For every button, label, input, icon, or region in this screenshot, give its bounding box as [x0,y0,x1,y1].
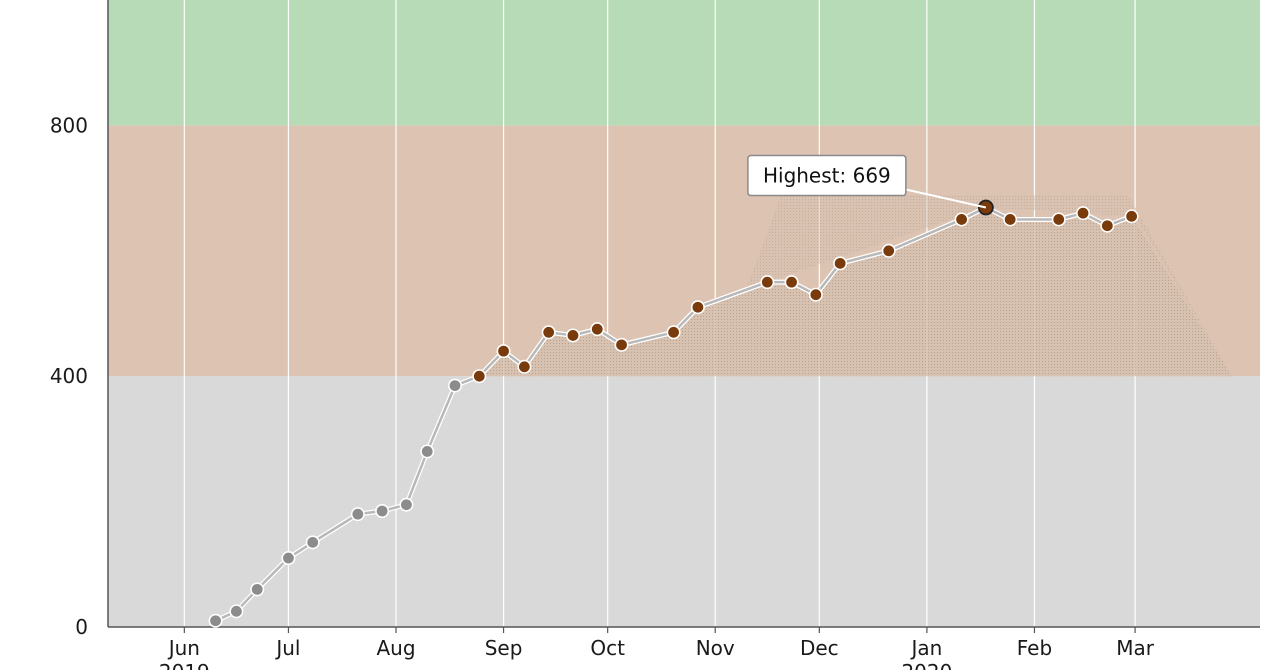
data-point-8[interactable] [420,444,435,459]
y-tick-label-0: 0 [75,615,88,639]
data-point-24[interactable] [954,212,969,227]
data-point-27[interactable] [1051,212,1066,227]
data-point-16[interactable] [614,337,629,352]
data-point-14[interactable] [565,328,580,343]
data-point-1[interactable] [229,604,244,619]
data-point-2[interactable] [250,582,265,597]
data-point-0[interactable] [208,613,223,628]
data-point-5[interactable] [350,507,365,522]
data-point-9[interactable] [447,378,462,393]
data-point-18[interactable] [690,300,705,315]
x-tick-label-6: Dec [800,636,839,660]
data-point-26[interactable] [1003,212,1018,227]
data-point-29[interactable] [1100,218,1115,233]
y-tick-label-2: 800 [50,113,88,137]
data-point-28[interactable] [1076,206,1091,221]
data-point-30[interactable] [1124,209,1139,224]
data-point-6[interactable] [375,504,390,519]
data-point-13[interactable] [541,325,556,340]
y-axis-tick-labels: 0 400 800 [50,113,88,639]
data-point-21[interactable] [808,287,823,302]
x-tick-label-8: Feb [1017,636,1052,660]
x-axis-tick-labels: Jun2019 Jul Aug Sep Oct Nov Dec Jan2020 Feb Mar [159,636,1155,670]
tooltip-connector [905,188,987,209]
x-tick-label-3: Sep [485,636,523,660]
data-point-11[interactable] [496,344,511,359]
x-tick-label-2: Aug [376,636,415,660]
axes [107,0,1260,633]
x-tick-sublabel-0: 2019 [159,660,210,670]
area-under-line [469,207,1232,377]
data-point-7[interactable] [399,497,414,512]
x-tick-label-4: Oct [590,636,625,660]
data-point-22[interactable] [833,256,848,271]
data-points [208,199,1139,628]
x-tick-label-7: Jan [909,636,942,660]
data-point-17[interactable] [666,325,681,340]
data-point-20[interactable] [784,275,799,290]
x-tick-label-0: Jun [167,636,200,660]
tooltip-box [747,154,907,197]
data-point-4[interactable] [305,535,320,550]
shaded-area [469,195,1232,377]
x-tick-sublabel-7: 2020 [901,660,952,670]
data-point-15[interactable] [590,322,605,337]
data-point-12[interactable] [517,359,532,374]
x-tick-label-5: Nov [696,636,735,660]
highest-tooltip: Highest: 669 [747,154,987,209]
tooltip-shadow-area [746,195,1232,377]
data-point-10[interactable] [472,369,487,384]
x-tick-label-1: Jul [274,636,300,660]
data-point-23[interactable] [881,243,896,258]
x-tick-label-9: Mar [1116,636,1155,660]
data-point-19[interactable] [760,275,775,290]
band-0 [108,376,1260,627]
band-2 [108,0,1260,126]
data-point-3[interactable] [281,551,296,566]
y-tick-label-1: 400 [50,364,88,388]
tooltip-text: Highest: 669 [763,164,891,188]
